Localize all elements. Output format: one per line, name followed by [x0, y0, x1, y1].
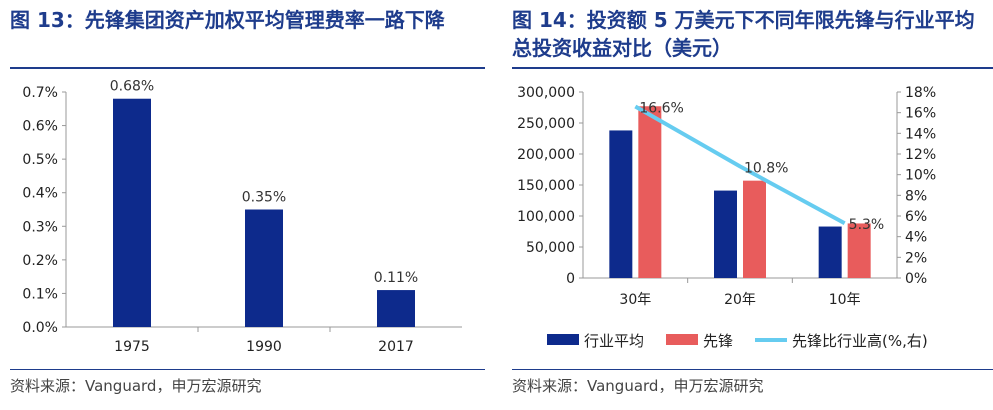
legend-label: 行业平均	[584, 332, 644, 350]
left-source-note: 资料来源：Vanguard，申万宏源研究	[10, 377, 262, 395]
bar-value-label: 0.68%	[110, 79, 154, 95]
right-y-tick-label: 12%	[905, 147, 936, 163]
right-y-tick-label: 2%	[905, 250, 927, 266]
bar-先锋-10年	[847, 223, 871, 278]
left-chart-panel: 图 13：先锋集团资产加权平均管理费率一路下降 0.0% 0.1% 0.2% 0.3%…	[0, 0, 485, 410]
bar-1990	[245, 209, 283, 327]
x-tick-label: 10年	[829, 292, 861, 308]
bar-2017	[377, 290, 415, 327]
bar-行业平均-30年	[609, 130, 633, 278]
legend-swatch-行业平均	[547, 334, 579, 345]
right-y-tick-label: 0%	[905, 271, 927, 287]
left-y-tick-label: 300,000	[517, 85, 575, 101]
right-y-tick-label: 4%	[905, 230, 927, 246]
x-tick-label: 30年	[619, 292, 651, 308]
right-y-tick-label: 14%	[905, 126, 936, 142]
legend-label: 先锋比行业高(%,右)	[792, 332, 928, 350]
right-y-tick-label: 10%	[905, 168, 936, 184]
bar-1975	[113, 98, 151, 327]
left-y-tick-label: 250,000	[517, 116, 575, 132]
left-title-divider	[10, 67, 485, 69]
line-value-label: 16.6%	[639, 100, 683, 116]
x-tick-label: 1990	[246, 339, 282, 355]
fee-rate-bar-chart: 0.0% 0.1% 0.2% 0.3% 0.4% 0.5% 0.6% 0.7% 0.68% 197…	[22, 79, 462, 355]
right-chart-title: 图 14：投资额 5 万美元下不同年限先锋与行业平均总投资收益对比（美元）	[512, 8, 975, 60]
right-y-tick-label: 8%	[905, 188, 927, 204]
bar-行业平均-10年	[818, 226, 842, 278]
bar-行业平均-20年	[714, 190, 737, 278]
y-tick-label: 0.0%	[22, 320, 58, 336]
left-chart-title: 图 13：先锋集团资产加权平均管理费率一路下降	[10, 8, 445, 32]
line-先锋比行业高(%,右)	[634, 104, 846, 225]
right-source-divider	[512, 369, 993, 370]
left-y-tick-label: 50,000	[526, 240, 575, 256]
bar-先锋-20年	[743, 180, 766, 278]
line-value-label: 5.3%	[849, 217, 885, 233]
left-y-tick-label: 0	[566, 271, 575, 287]
y-tick-label: 0.7%	[22, 85, 58, 101]
legend-label: 先锋	[703, 332, 733, 350]
y-tick-label: 0.2%	[22, 253, 58, 269]
right-source-note: 资料来源：Vanguard，申万宏源研究	[512, 377, 764, 395]
y-tick-label: 0.4%	[22, 186, 58, 202]
right-y-tick-label: 6%	[905, 209, 927, 225]
y-tick-label: 0.3%	[22, 219, 58, 235]
x-tick-label: 20年	[724, 292, 756, 308]
x-tick-label: 1975	[114, 339, 150, 355]
y-tick-label: 0.6%	[22, 119, 58, 135]
right-chart-panel: 图 14：投资额 5 万美元下不同年限先锋与行业平均总投资收益对比（美元） 0 5…	[502, 0, 993, 410]
right-y-tick-label: 16%	[905, 106, 936, 122]
legend-swatch-先锋	[666, 334, 698, 345]
left-y-tick-label: 150,000	[517, 178, 575, 194]
x-tick-label: 2017	[378, 339, 414, 355]
y-tick-label: 0.1%	[22, 286, 58, 302]
bar-value-label: 0.11%	[374, 270, 418, 286]
left-y-tick-label: 100,000	[517, 209, 575, 225]
returns-combo-chart: 0 50,000 100,000 150,000 200,000 250,000 300,0…	[517, 85, 936, 350]
right-y-tick-label: 18%	[905, 85, 936, 101]
bar-value-label: 0.35%	[242, 190, 286, 206]
bar-先锋-30年	[638, 106, 662, 278]
line-value-label: 10.8%	[744, 160, 788, 176]
left-source-divider	[10, 369, 485, 370]
y-tick-label: 0.5%	[22, 152, 58, 168]
left-y-tick-label: 200,000	[517, 147, 575, 163]
right-title-divider	[512, 67, 993, 69]
